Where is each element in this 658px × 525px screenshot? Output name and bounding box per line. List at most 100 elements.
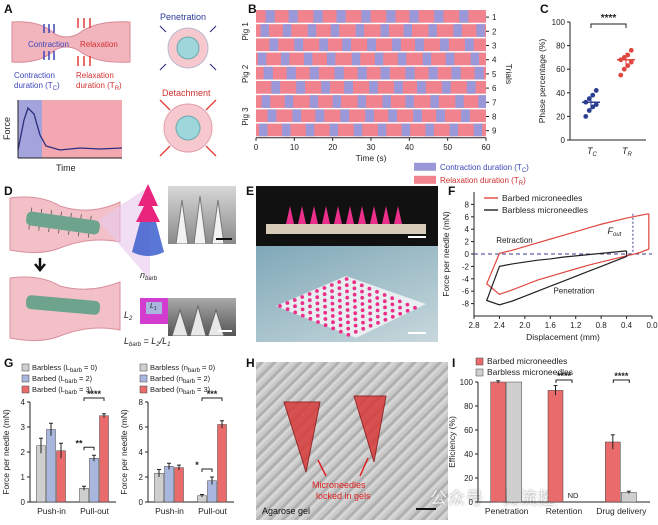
- array-needle: [322, 292, 327, 297]
- chart-b-timeline: 1 2 3 4 5 6 7 8 9 0 10 20 30 40 50 60 Time (s) Trials Pig …: [241, 10, 529, 187]
- contraction-seg-5-5: [357, 66, 367, 80]
- trial-label-8: 8: [492, 113, 497, 122]
- contraction-seg-3-6: [392, 38, 401, 52]
- contraction-seg-6-5: [369, 81, 378, 94]
- contraction-seg-4-6: [374, 52, 384, 66]
- sem-image-bottom: [168, 298, 236, 336]
- contraction-seg-4-2: [280, 52, 290, 66]
- array-needle: [352, 286, 357, 291]
- y-tick-label-f--2: -2: [462, 262, 470, 271]
- chart-c-scatter: 0 20 40 60 80 100 Phase percentage (%) TC TR ****: [537, 13, 646, 158]
- sig-label-c: ****: [601, 13, 617, 24]
- legend-label-chartG2-1: Barbless (nbarb = 0): [150, 363, 216, 374]
- relaxation-region: [42, 100, 122, 158]
- bar-chartI-1-1: [490, 381, 506, 503]
- legend-swatch-i-1: [475, 357, 484, 366]
- category-label-c-2: TR: [622, 146, 633, 158]
- y-tick-label-chartG2-2: 2: [139, 473, 144, 482]
- sig-bracket-i-1: [555, 379, 573, 383]
- x-tick-label-b-50: 50: [443, 143, 452, 152]
- array-needle: [308, 316, 313, 321]
- legend-swatch-chartG2-1: [139, 363, 148, 372]
- contraction-seg-5-3: [309, 66, 319, 80]
- array-needle: [361, 320, 365, 325]
- contraction-seg-1-4: [336, 10, 346, 23]
- legend-swatch-i-2: [475, 368, 484, 377]
- contraction-seg-6-7: [417, 81, 426, 94]
- y-tick-label-f-4: 4: [465, 225, 470, 234]
- trial-label-5: 5: [492, 70, 497, 79]
- array-needle: [398, 305, 402, 310]
- legend-label-i-1: Barbed microneedles: [487, 356, 567, 366]
- array-needle: [307, 298, 312, 303]
- array-needle: [323, 310, 328, 315]
- array-needle: [345, 308, 350, 312]
- device-bottom: [25, 295, 101, 315]
- force-axis-label: Force: [2, 117, 12, 140]
- contraction-seg-2-2: [282, 24, 292, 37]
- array-needle: [368, 305, 372, 310]
- array-needle: [278, 304, 282, 308]
- array-needle: [316, 320, 320, 324]
- note-nd: ND: [568, 491, 579, 500]
- contraction-seg-7-6: [382, 95, 391, 108]
- legend-label-b-2: Relaxation duration (TR): [440, 176, 526, 187]
- contraction-seg-2-8: [428, 24, 437, 37]
- y-tick-label-f-6: 6: [465, 213, 470, 222]
- contraction-seg-9-6: [377, 123, 387, 137]
- y-tick-label-chartI-0: 0: [469, 498, 474, 507]
- bar-chartG1-2-3: [99, 415, 109, 503]
- array-needle: [330, 301, 335, 306]
- sig-bracket-chartG2-2: [201, 468, 213, 472]
- array-needle: [331, 320, 335, 325]
- array-needle: [300, 307, 305, 312]
- contraction-seg-3-4: [342, 38, 352, 52]
- contraction-seg-3-2: [294, 38, 304, 52]
- point-c-2-8: [628, 47, 634, 53]
- contraction-seg-7-1: [261, 95, 271, 108]
- contraction-seg-8-6: [388, 109, 398, 123]
- point-c-1-4: [593, 102, 599, 107]
- array-needle: [383, 305, 387, 310]
- array-needle: [330, 295, 335, 300]
- relaxation-arrows: [77, 18, 91, 66]
- trial-label-9: 9: [492, 127, 497, 136]
- y-tick-label-chartG1-4: 4: [21, 398, 26, 407]
- sig-label-chartG2-1: ***: [207, 389, 218, 399]
- annotation-fout: Fout: [608, 226, 622, 238]
- array-needle: [360, 302, 365, 306]
- category-label-chartG2-1: Push-in: [155, 506, 184, 516]
- array-needle: [338, 304, 342, 309]
- array-needle: [405, 302, 410, 307]
- group-label-3: Pig 3: [241, 107, 250, 126]
- array-needle: [382, 299, 387, 304]
- y-tick-label-chartI-20: 20: [464, 474, 473, 483]
- sem-image-top: [168, 186, 236, 244]
- contraction-seg-5-7: [405, 66, 415, 80]
- array-needle: [337, 292, 342, 297]
- bar-chartG1-1-2: [46, 429, 56, 503]
- x-tick-label-b-10: 10: [290, 143, 299, 152]
- contraction-seg-5-9: [451, 66, 461, 80]
- zoom-cone: [98, 186, 150, 280]
- y-tick-label-f--4: -4: [462, 275, 470, 284]
- bar-chartI-2-1: [547, 390, 564, 503]
- legend-swatch-b-2: [414, 175, 436, 184]
- contraction-seg-2-4: [330, 24, 340, 37]
- contraction-seg-3-5: [367, 38, 376, 52]
- point-c-1-8: [593, 88, 599, 93]
- contraction-seg-4-8: [422, 52, 432, 66]
- contraction-seg-6-2: [296, 81, 306, 94]
- array-needle: [338, 317, 343, 322]
- sig-label-chartG2-2: *: [195, 460, 199, 470]
- chart-f-force-displacement: -8 -6 -4 -2 0 2 4 6 8 2.8 2.4 2.0 1.6 1.2 0.8 0.4 0.0 Dis…: [441, 192, 658, 342]
- contraction-seg-9-10: [473, 123, 483, 137]
- array-needle: [367, 299, 372, 303]
- trial-label-3: 3: [492, 42, 497, 51]
- sig-bracket-c: [590, 23, 627, 28]
- photo-array: [256, 246, 438, 342]
- array-needle: [331, 326, 336, 331]
- contraction-seg-6-1: [271, 81, 281, 94]
- array-needle: [338, 323, 343, 328]
- point-c-1-6: [586, 96, 592, 102]
